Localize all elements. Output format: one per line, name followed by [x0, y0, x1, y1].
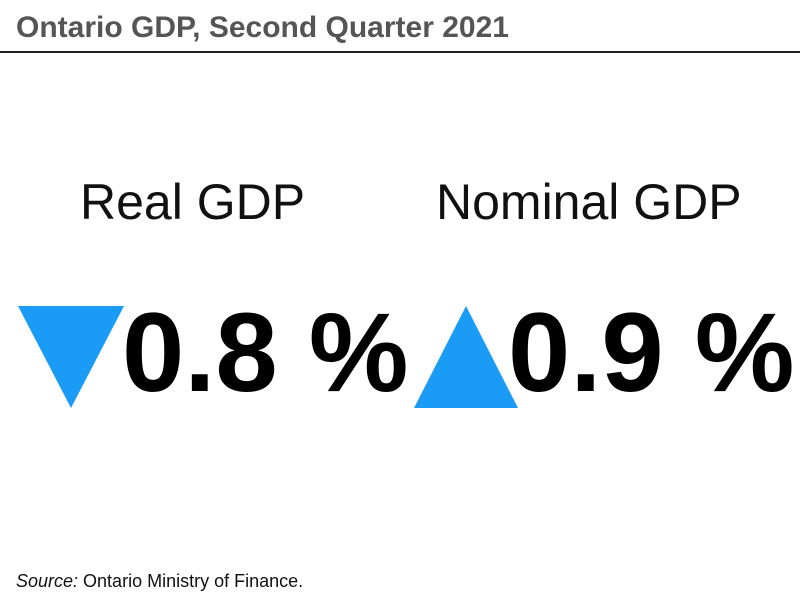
page-title: Ontario GDP, Second Quarter 2021	[16, 11, 509, 44]
title-divider	[0, 51, 800, 53]
source-text: Ontario Ministry of Finance.	[78, 571, 304, 591]
real-gdp-label: Real GDP	[80, 174, 306, 230]
source-prefix: Source:	[16, 571, 79, 591]
real-gdp-value: 0.8 %	[122, 290, 409, 415]
triangle-up-icon	[414, 306, 518, 408]
triangle-down-icon	[18, 306, 124, 408]
nominal-gdp-label: Nominal GDP	[436, 174, 742, 230]
source-note: Source: Ontario Ministry of Finance.	[16, 570, 303, 592]
nominal-gdp-value: 0.9 %	[508, 290, 795, 415]
